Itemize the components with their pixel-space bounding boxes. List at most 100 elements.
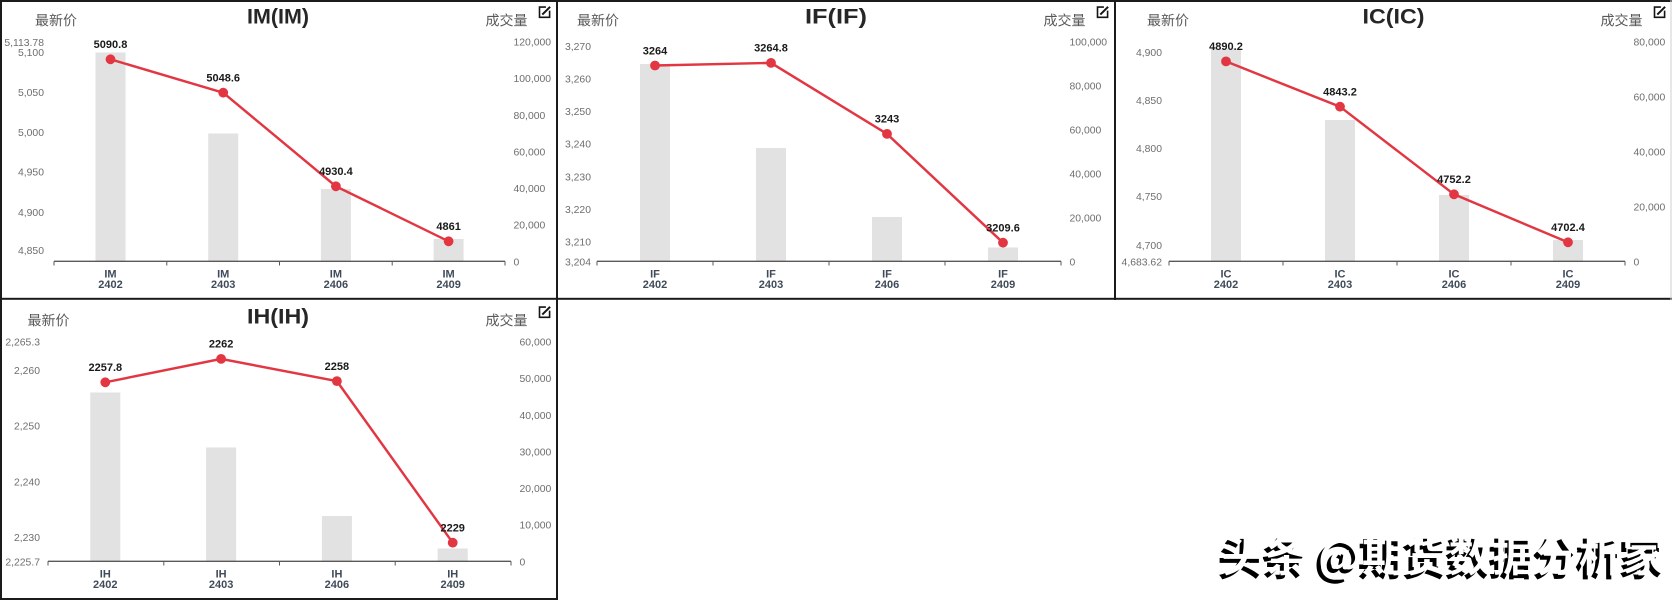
svg-text:2409: 2409 [1556,279,1580,291]
svg-text:3,210: 3,210 [565,237,591,248]
svg-text:3,230: 3,230 [565,172,591,183]
svg-text:4,900: 4,900 [18,208,44,219]
svg-text:IM(IM): IM(IM) [247,4,309,28]
svg-text:3,240: 3,240 [565,140,591,151]
svg-text:2403: 2403 [1328,279,1352,291]
svg-text:3,204: 3,204 [565,257,591,268]
svg-text:IC: IC [1335,268,1346,280]
svg-text:20,000: 20,000 [1070,213,1102,224]
svg-text:4,750: 4,750 [1136,192,1162,203]
svg-text:3209.6: 3209.6 [986,223,1020,235]
svg-text:2406: 2406 [1442,279,1466,291]
svg-text:20,000: 20,000 [1634,202,1666,213]
svg-text:4890.2: 4890.2 [1209,41,1243,53]
svg-text:4,900: 4,900 [1136,48,1162,59]
svg-text:4752.2: 4752.2 [1437,174,1471,186]
svg-text:IC: IC [1221,268,1232,280]
svg-text:IM: IM [104,268,116,280]
svg-text:2409: 2409 [991,279,1015,291]
svg-text:2403: 2403 [759,279,783,291]
svg-text:2406: 2406 [325,579,349,591]
svg-text:IF: IF [650,268,660,280]
svg-text:80,000: 80,000 [514,111,546,122]
svg-text:4702.4: 4702.4 [1551,222,1586,234]
svg-text:IM: IM [330,268,342,280]
svg-text:3,250: 3,250 [565,107,591,118]
svg-text:10,000: 10,000 [520,521,552,532]
svg-text:IC: IC [1563,268,1574,280]
svg-text:0: 0 [1634,257,1640,268]
svg-text:IC(IC): IC(IC) [1363,4,1425,28]
svg-text:2406: 2406 [324,279,348,291]
svg-text:2257.8: 2257.8 [88,362,122,374]
svg-text:IH(IH): IH(IH) [247,304,309,328]
svg-text:4,850: 4,850 [18,246,44,257]
svg-text:60,000: 60,000 [1634,93,1666,104]
svg-text:40,000: 40,000 [514,184,546,195]
svg-text:5,050: 5,050 [18,88,44,99]
svg-text:4,950: 4,950 [18,168,44,179]
svg-text:IF: IF [766,268,776,280]
svg-text:2402: 2402 [93,579,117,591]
svg-text:0: 0 [1070,257,1076,268]
svg-text:2262: 2262 [209,339,233,351]
svg-text:IH: IH [100,568,111,580]
svg-text:60,000: 60,000 [520,338,552,349]
svg-text:2402: 2402 [643,279,667,291]
svg-text:40,000: 40,000 [520,411,552,422]
svg-text:3264: 3264 [643,45,668,57]
svg-text:2402: 2402 [98,279,122,291]
svg-text:IH: IH [216,568,227,580]
svg-text:120,000: 120,000 [514,38,552,49]
svg-text:80,000: 80,000 [1634,38,1666,49]
svg-text:IF: IF [882,268,892,280]
svg-text:3264.8: 3264.8 [754,43,788,55]
svg-text:2,225.7: 2,225.7 [5,557,40,568]
svg-text:60,000: 60,000 [514,147,546,158]
svg-text:60,000: 60,000 [1070,125,1102,136]
svg-text:2,250: 2,250 [14,422,40,433]
svg-text:IH: IH [447,568,458,580]
svg-text:5,100: 5,100 [18,48,44,59]
svg-text:2,230: 2,230 [14,533,40,544]
svg-text:2403: 2403 [211,279,235,291]
svg-text:20,000: 20,000 [514,221,546,232]
svg-text:4843.2: 4843.2 [1323,87,1357,99]
svg-text:3243: 3243 [875,114,899,126]
svg-text:2409: 2409 [436,279,460,291]
svg-text:4,683.62: 4,683.62 [1122,257,1163,268]
svg-text:2403: 2403 [209,579,233,591]
svg-text:5,113.78: 5,113.78 [4,38,44,49]
svg-text:20,000: 20,000 [520,484,552,495]
svg-text:100,000: 100,000 [1070,38,1108,49]
svg-text:2402: 2402 [1214,279,1238,291]
svg-text:4930.4: 4930.4 [319,166,354,178]
svg-text:2,260: 2,260 [14,366,40,377]
svg-text:5048.6: 5048.6 [206,73,240,85]
svg-text:3,220: 3,220 [565,205,591,216]
svg-text:2409: 2409 [440,579,464,591]
svg-text:5090.8: 5090.8 [94,39,128,51]
svg-text:4861: 4861 [436,221,460,233]
svg-text:5,000: 5,000 [18,128,44,139]
svg-text:4,850: 4,850 [1136,96,1162,107]
svg-text:2,265.3: 2,265.3 [5,338,40,349]
svg-text:IM: IM [217,268,229,280]
svg-text:3,260: 3,260 [565,75,591,86]
svg-text:0: 0 [514,257,520,268]
svg-text:100,000: 100,000 [514,74,552,85]
svg-text:IF(IF): IF(IF) [805,4,867,28]
svg-text:30,000: 30,000 [520,447,552,458]
svg-text:80,000: 80,000 [1070,82,1102,93]
svg-text:3,270: 3,270 [565,42,591,53]
svg-text:4,800: 4,800 [1136,144,1162,155]
svg-text:IM: IM [442,268,454,280]
svg-text:50,000: 50,000 [520,374,552,385]
svg-text:2406: 2406 [875,279,899,291]
svg-text:IF: IF [998,268,1008,280]
svg-text:4,700: 4,700 [1136,241,1162,252]
svg-text:IC: IC [1449,268,1460,280]
svg-text:IH: IH [331,568,342,580]
svg-text:2258: 2258 [325,361,349,373]
svg-text:2,240: 2,240 [14,477,40,488]
